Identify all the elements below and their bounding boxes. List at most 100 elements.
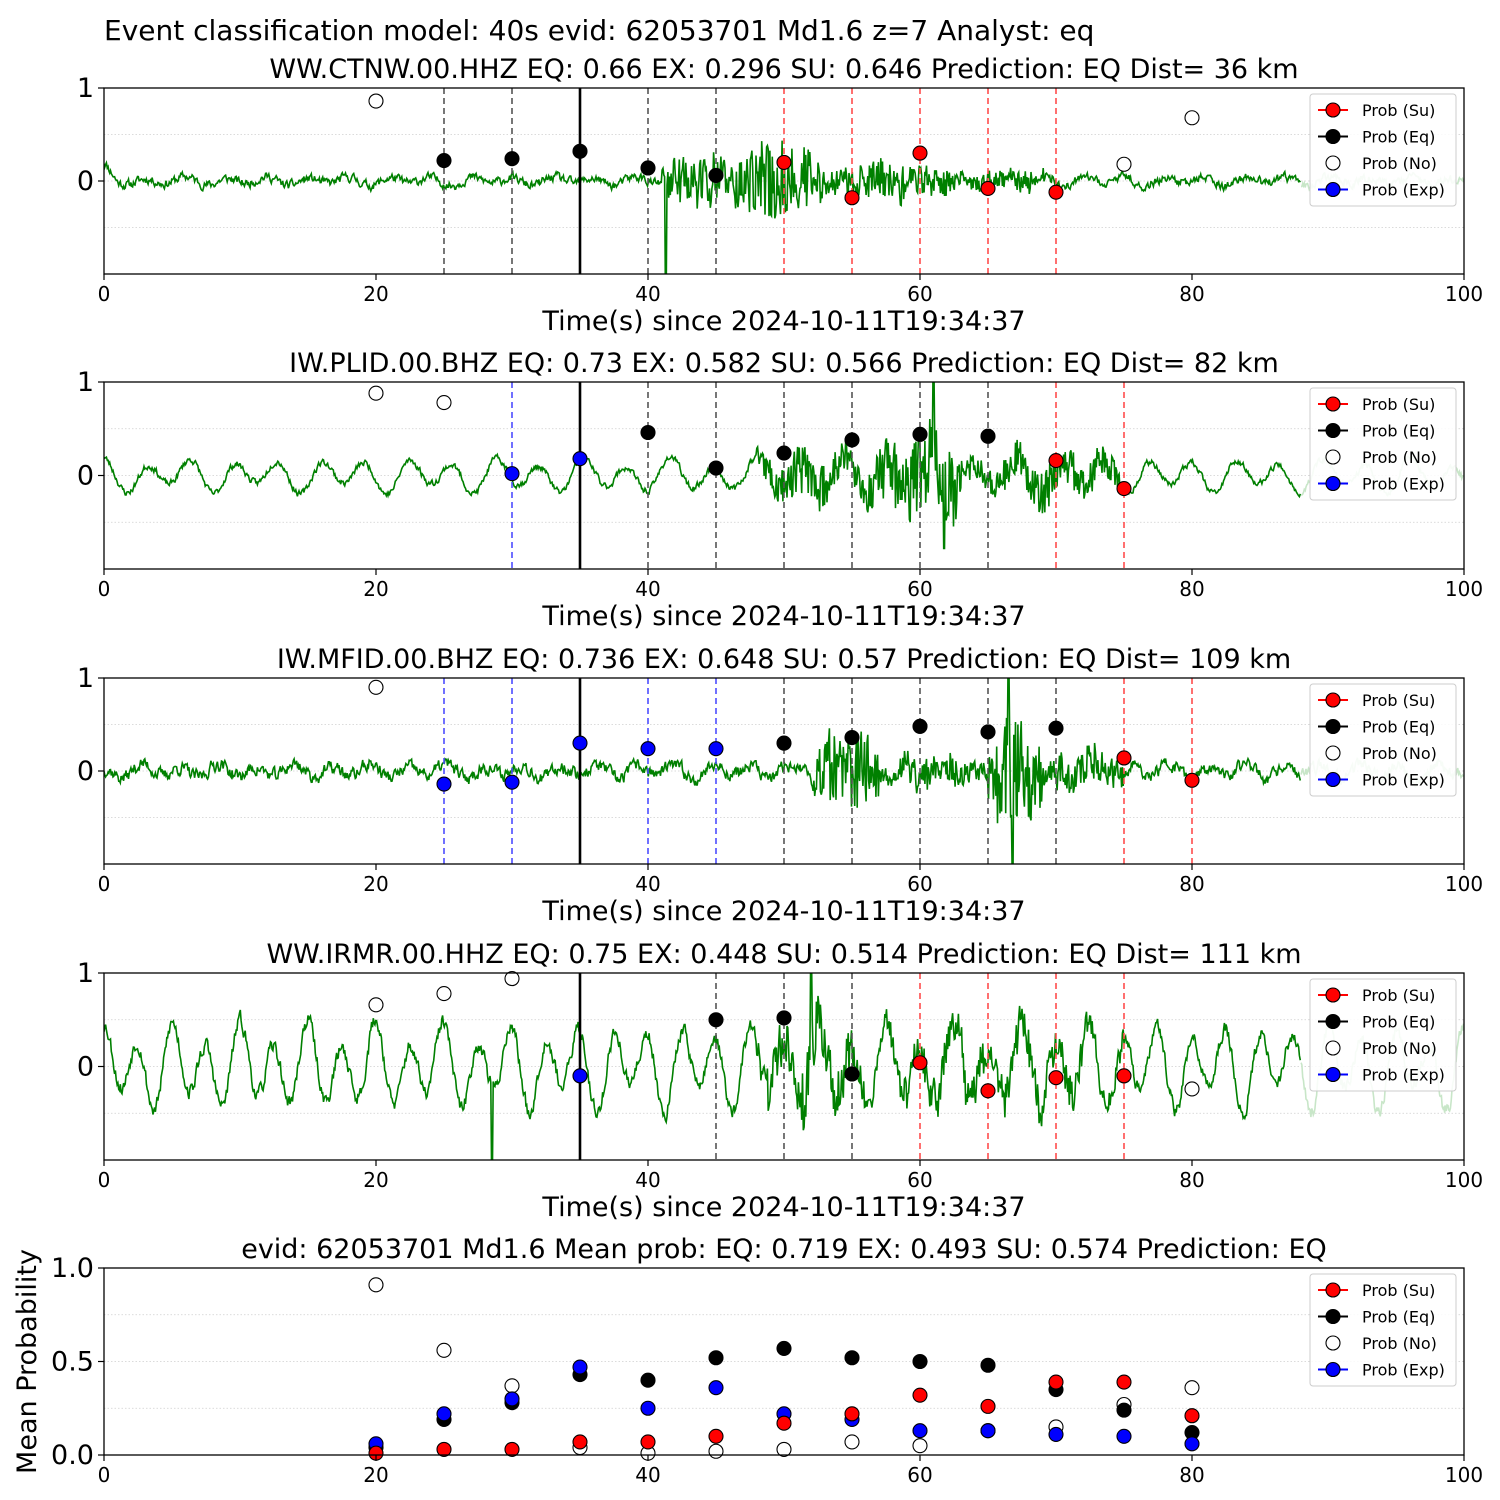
prob-marker-eq — [436, 152, 452, 169]
x-tick-label: 80 — [1179, 1168, 1204, 1192]
panel-1: WW.CTNW.00.HHZ EQ: 0.66 EX: 0.296 SU: 0.… — [77, 54, 1483, 337]
legend-label: Prob (Su) — [1362, 1281, 1435, 1300]
legend-marker-no — [1325, 155, 1341, 171]
mean-prob-marker-no — [844, 1434, 860, 1450]
prob-marker-eq — [844, 432, 860, 448]
y-axis-label: Mean Probability — [12, 1249, 43, 1474]
mean-prob-marker-su — [776, 1415, 792, 1431]
legend-marker-eq — [1325, 422, 1341, 439]
mean-prob-marker-su — [912, 1387, 928, 1403]
y-tick-label: 0 — [77, 1052, 94, 1083]
waveform-trace — [104, 382, 1302, 550]
legend-label: Prob (Eq) — [1362, 718, 1435, 737]
plot-area — [104, 88, 1464, 274]
legend-label: Prob (No) — [1362, 448, 1437, 467]
legend-marker-eq — [1325, 1308, 1341, 1325]
prob-marker-su — [912, 1055, 928, 1071]
mean-prob-marker-no — [504, 1378, 520, 1394]
x-tick-label: 0 — [98, 1463, 111, 1487]
panel-title: IW.MFID.00.BHZ EQ: 0.736 EX: 0.648 SU: 0… — [277, 644, 1291, 675]
legend: Prob (Su) Prob (Eq) Prob (No) Prob (Exp) — [1309, 387, 1457, 501]
x-tick-label: 40 — [635, 1463, 660, 1487]
y-tick-label: 0.0 — [51, 1440, 94, 1471]
legend-label: Prob (Exp) — [1362, 771, 1445, 790]
prob-marker-no — [504, 971, 520, 987]
plot-area — [104, 973, 1464, 1160]
x-tick-label: 60 — [907, 1463, 932, 1487]
prob-marker-su — [776, 154, 792, 170]
x-tick-label: 100 — [1445, 1463, 1483, 1487]
legend-label: Prob (Exp) — [1362, 1361, 1445, 1380]
prob-marker-eq — [776, 1010, 792, 1026]
legend-marker-no — [1325, 1335, 1341, 1351]
prob-marker-no — [1184, 1081, 1200, 1097]
prob-marker-no — [1116, 156, 1132, 172]
legend-box — [1309, 387, 1457, 501]
waveform-trace — [104, 678, 1302, 864]
mean-prob-marker-su — [980, 1398, 996, 1414]
prob-marker-exp — [436, 776, 452, 792]
waveform-trace — [104, 973, 1302, 1160]
prob-marker-exp — [572, 451, 588, 467]
prob-marker-eq — [776, 445, 792, 461]
prob-marker-exp — [504, 774, 520, 790]
legend-label: Prob (No) — [1362, 1039, 1437, 1058]
x-tick-label: 20 — [363, 872, 388, 896]
page-title: Event classification model: 40s evid: 62… — [104, 14, 1094, 47]
legend-label: Prob (Su) — [1362, 395, 1435, 414]
prob-marker-su — [1048, 184, 1064, 200]
legend-marker-eq — [1325, 718, 1341, 735]
legend-marker-exp — [1325, 475, 1341, 492]
prob-marker-no — [1184, 110, 1200, 126]
x-axis-label: Time(s) since 2024-10-11T19:34:37 — [541, 1192, 1025, 1223]
legend-label: Prob (Eq) — [1362, 422, 1435, 441]
prob-marker-su — [844, 190, 860, 206]
x-tick-label: 100 — [1445, 1168, 1483, 1192]
mean-prob-marker-no — [368, 1277, 384, 1293]
legend: Prob (Su) Prob (Eq) Prob (No) Prob (Exp) — [1309, 93, 1457, 207]
waveform-trace — [104, 140, 1301, 274]
legend-marker-no — [1325, 1040, 1341, 1056]
prob-marker-exp — [572, 735, 588, 751]
legend-label: Prob (Su) — [1362, 691, 1435, 710]
x-tick-label: 60 — [907, 872, 932, 896]
prob-marker-su — [1048, 1070, 1064, 1086]
y-tick-label: 0.5 — [51, 1347, 94, 1378]
legend-marker-su — [1325, 396, 1341, 412]
prob-marker-eq — [572, 143, 588, 159]
mean-prob-marker-exp — [1116, 1428, 1132, 1444]
x-tick-label: 60 — [907, 577, 932, 601]
legend-label: Prob (Eq) — [1362, 1308, 1435, 1327]
x-tick-label: 60 — [907, 282, 932, 306]
y-tick-label: 1 — [77, 73, 94, 104]
prob-marker-exp — [640, 741, 656, 757]
prob-marker-su — [1184, 772, 1200, 788]
mean-prob-marker-no — [776, 1441, 792, 1457]
mean-prob-marker-su — [708, 1428, 724, 1444]
mean-prob-marker-eq — [844, 1350, 860, 1366]
prob-marker-su — [1116, 750, 1132, 766]
legend-marker-eq — [1325, 1013, 1341, 1030]
prob-marker-eq — [912, 718, 928, 734]
panel-title: WW.CTNW.00.HHZ EQ: 0.66 EX: 0.296 SU: 0.… — [269, 54, 1298, 85]
mean-prob-marker-eq — [776, 1340, 792, 1356]
mean-prob-marker-exp — [504, 1391, 520, 1407]
mean-prob-marker-exp — [572, 1359, 588, 1375]
mean-prob-marker-exp — [640, 1400, 656, 1416]
legend-box — [1309, 683, 1457, 797]
x-axis-label: Time(s) since 2024-10-11T19:34:37 — [541, 601, 1025, 632]
legend-marker-su — [1325, 987, 1341, 1003]
legend-marker-eq — [1325, 128, 1341, 145]
x-axis-label: Time(s) since 2024-10-11T19:34:37 — [541, 896, 1025, 927]
legend: Prob (Su) Prob (Eq) Prob (No) Prob (Exp) — [1309, 978, 1457, 1092]
legend-label: Prob (Exp) — [1362, 1066, 1445, 1085]
mean-prob-marker-exp — [912, 1423, 928, 1439]
x-tick-label: 80 — [1179, 872, 1204, 896]
mean-prob-marker-no — [708, 1443, 724, 1459]
panel-2: IW.PLID.00.BHZ EQ: 0.73 EX: 0.582 SU: 0.… — [77, 348, 1483, 632]
mean-prob-marker-su — [572, 1434, 588, 1450]
legend-label: Prob (No) — [1362, 154, 1437, 173]
legend-label: Prob (Exp) — [1362, 181, 1445, 200]
panel-title: IW.PLID.00.BHZ EQ: 0.73 EX: 0.582 SU: 0.… — [289, 348, 1279, 379]
legend-box — [1309, 93, 1457, 207]
